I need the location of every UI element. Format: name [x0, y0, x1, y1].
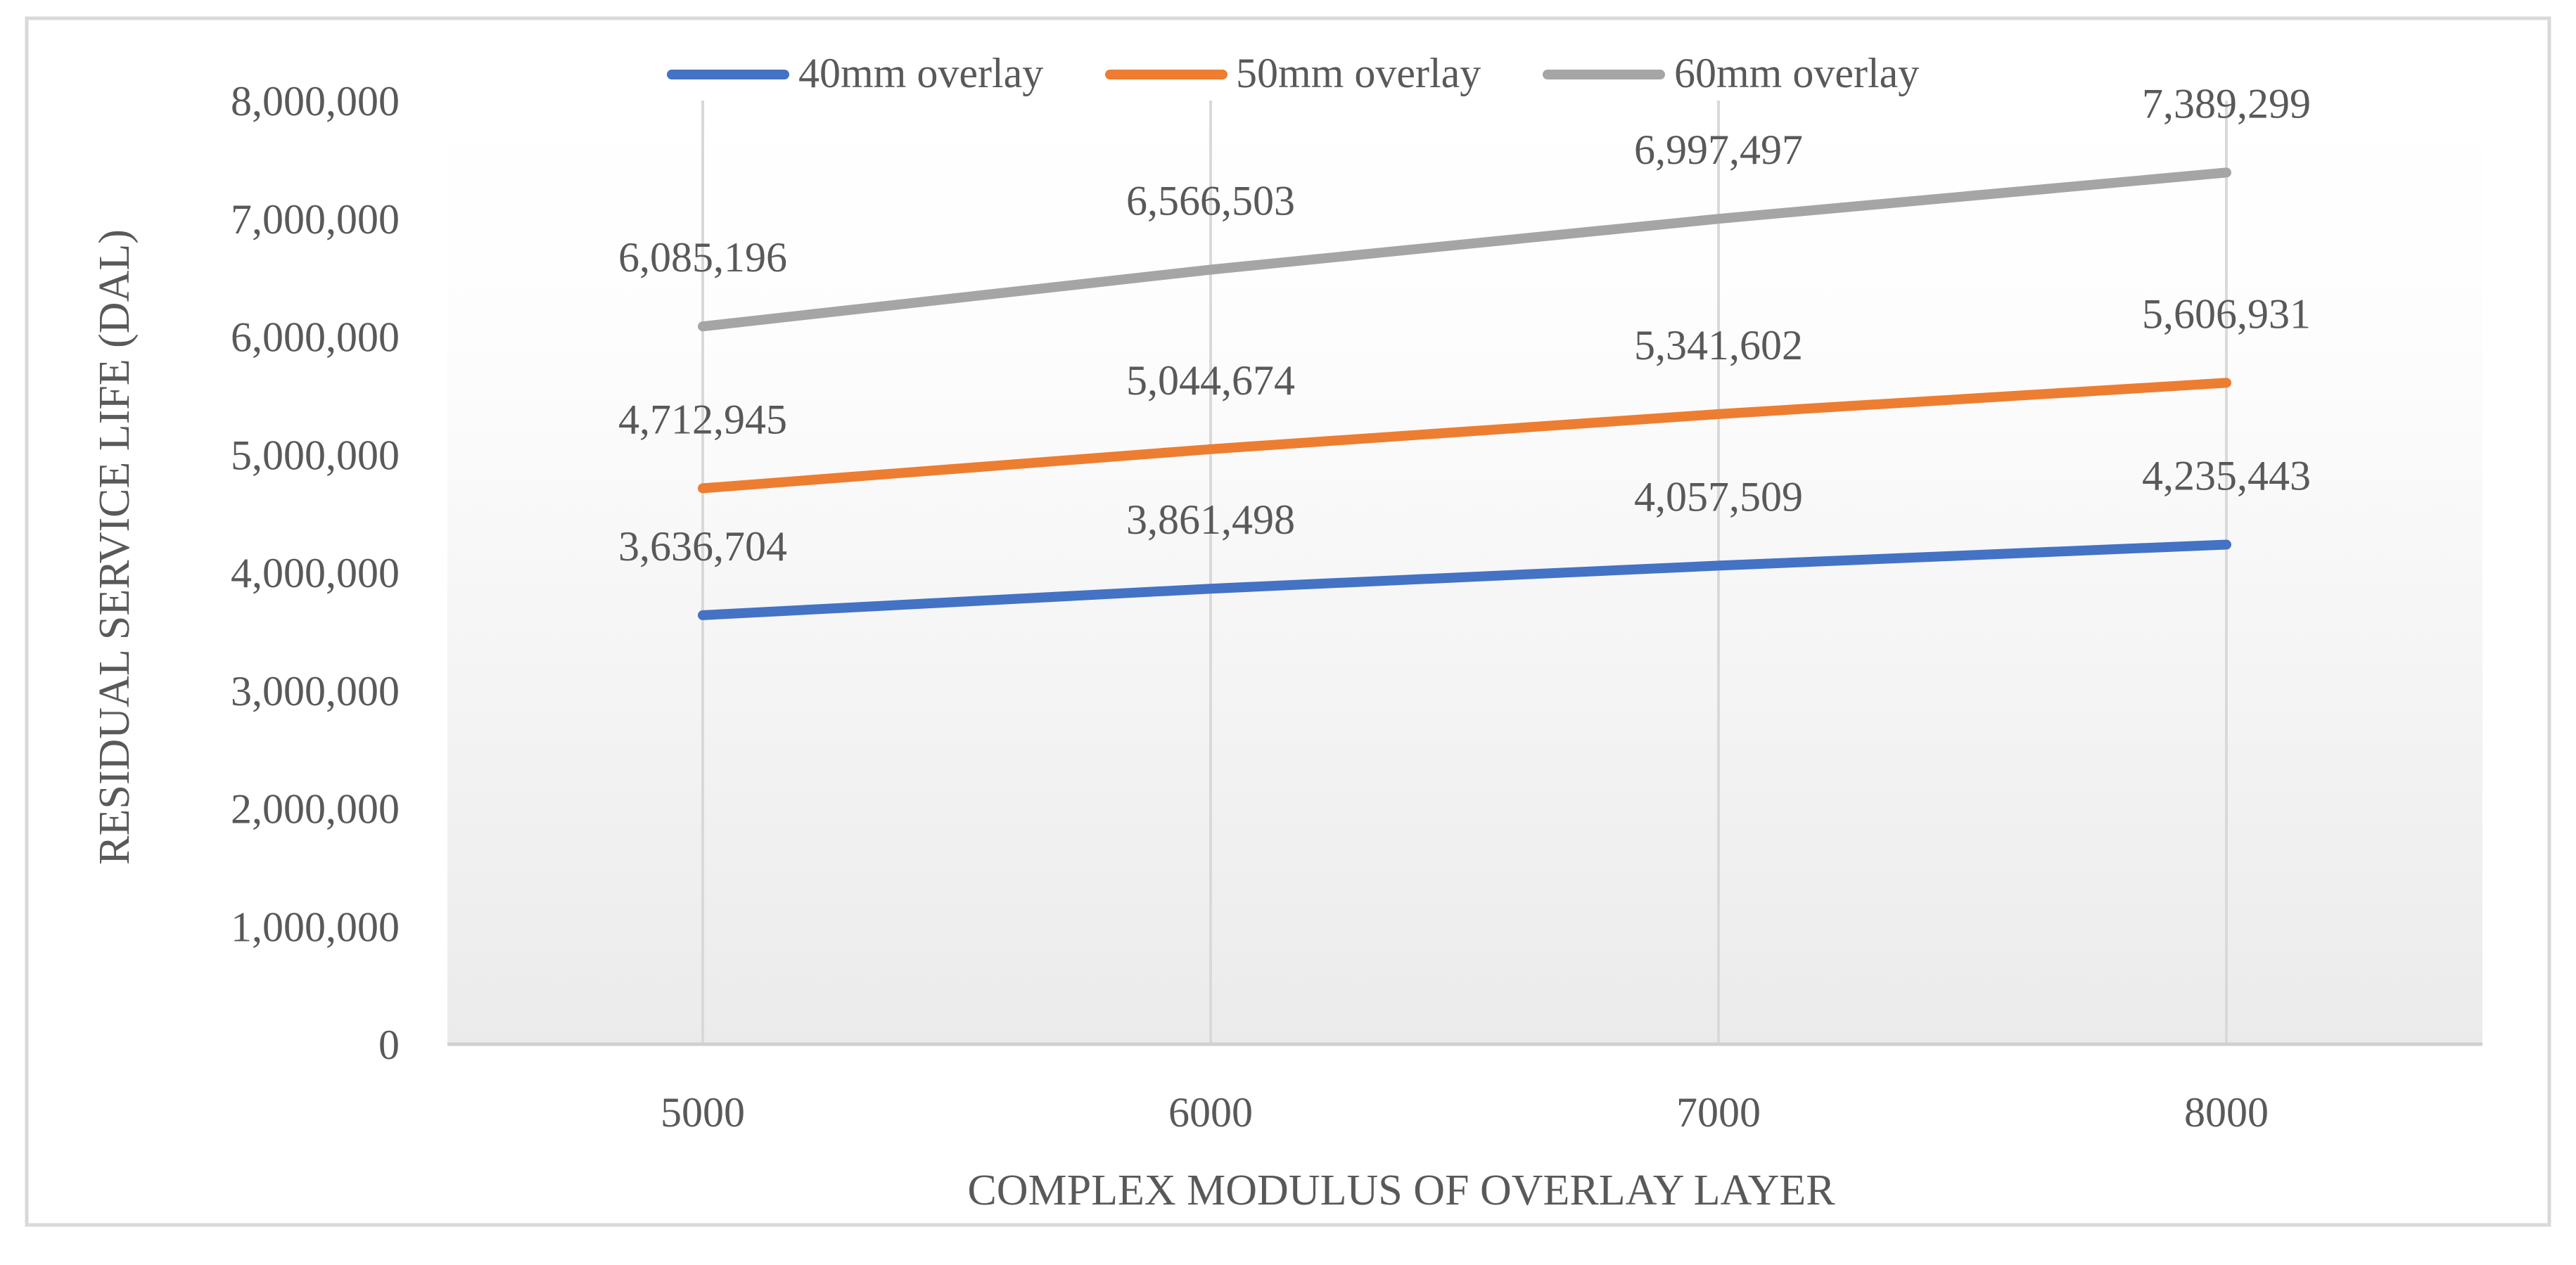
data-label-40mm-overlay: 4,057,509 [1634, 473, 1803, 520]
plot-area-background [447, 98, 2482, 1044]
data-label-50mm-overlay: 5,606,931 [2142, 290, 2311, 337]
x-tick-label: 5000 [661, 1089, 745, 1136]
data-label-60mm-overlay: 6,997,497 [1634, 127, 1803, 173]
vertical-grid-lines [701, 101, 2228, 1044]
series-line-50mm-overlay [698, 378, 2231, 494]
data-label-40mm-overlay: 4,235,443 [2142, 453, 2311, 499]
y-tick-label: 3,000,000 [231, 668, 400, 714]
x-axis-tick-labels: 5000 6000 7000 8000 [661, 1089, 2269, 1136]
y-axis-tick-labels: 0 1,000,000 2,000,000 3,000,000 4,000,000 5,0… [231, 78, 400, 1068]
series-line-40mm-overlay [698, 539, 2231, 620]
y-tick-label: 2,000,000 [231, 786, 400, 833]
legend-label-40mm-overlay: 40mm overlay [798, 50, 1043, 96]
y-tick-label: 4,000,000 [231, 550, 400, 596]
x-axis-title: COMPLEX MODULUS OF OVERLAY LAYER [967, 1167, 1835, 1214]
data-label-50mm-overlay: 4,712,945 [618, 396, 787, 442]
data-label-50mm-overlay: 5,044,674 [1126, 357, 1295, 404]
legend-label-60mm-overlay: 60mm overlay [1674, 50, 1919, 96]
series-lines [698, 167, 2231, 620]
y-axis-title: RESIDUAL SERVICE LIFE (DAL) [91, 229, 139, 865]
data-label-60mm-overlay: 6,085,196 [618, 234, 787, 281]
y-tick-label: 6,000,000 [231, 314, 400, 361]
x-tick-label: 7000 [1676, 1089, 1761, 1136]
y-tick-label: 5,000,000 [231, 432, 400, 478]
legend-label-50mm-overlay: 50mm overlay [1236, 50, 1481, 96]
y-tick-label: 7,000,000 [231, 196, 400, 243]
y-tick-label: 8,000,000 [231, 78, 400, 124]
series-line-60mm-overlay [698, 167, 2231, 332]
data-label-60mm-overlay: 6,566,503 [1126, 177, 1295, 224]
data-labels: 3,636,704 3,861,498 4,057,509 4,235,443 4,71… [618, 80, 2311, 569]
data-label-60mm-overlay: 7,389,299 [2142, 80, 2311, 127]
data-label-40mm-overlay: 3,861,498 [1126, 496, 1295, 543]
y-tick-label: 0 [378, 1022, 400, 1068]
data-label-40mm-overlay: 3,636,704 [618, 523, 787, 570]
data-label-50mm-overlay: 5,341,602 [1634, 322, 1803, 368]
legend: 40mm overlay 50mm overlay 60mm overlay [667, 50, 1919, 96]
x-tick-label: 8000 [2184, 1089, 2269, 1136]
y-tick-label: 1,000,000 [231, 904, 400, 950]
x-tick-label: 6000 [1168, 1089, 1253, 1136]
